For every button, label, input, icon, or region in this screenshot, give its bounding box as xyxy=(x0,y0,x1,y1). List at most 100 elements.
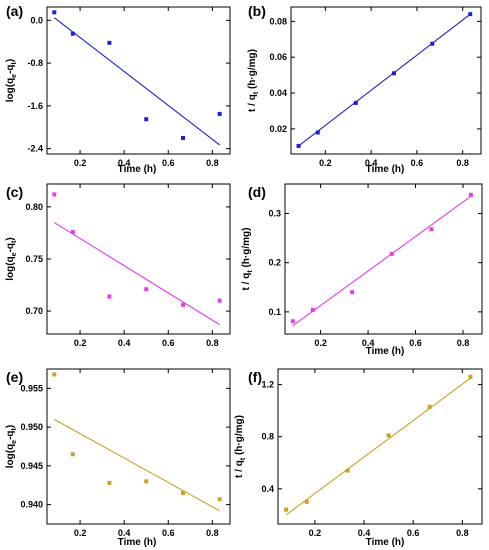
y-axis-label-part: log(q xyxy=(5,444,16,468)
y-tick-label: 0.06 xyxy=(269,52,287,62)
data-point xyxy=(107,40,112,45)
data-point xyxy=(386,433,391,438)
x-tick-label: 0.2 xyxy=(319,158,332,168)
x-axis-label: Time (h) xyxy=(366,346,405,357)
data-point xyxy=(304,499,309,504)
fit-line xyxy=(54,418,220,512)
y-tick-label: 0.950 xyxy=(20,422,43,432)
y-tick-label: 0.80 xyxy=(25,202,43,212)
x-tick-label: 0.4 xyxy=(118,528,131,538)
data-point xyxy=(52,10,57,15)
x-axis-label: Time (h) xyxy=(366,537,405,548)
y-axis-label-part: t / q xyxy=(247,94,258,112)
plot-frame xyxy=(284,183,483,335)
data-point xyxy=(52,372,57,377)
fit-line xyxy=(53,17,220,146)
y-axis-label: t / qt (h·g/mg) xyxy=(247,49,260,112)
x-tick-label: 0.2 xyxy=(314,338,327,348)
y-axis-label-subscript: t xyxy=(11,240,18,243)
data-point xyxy=(181,491,186,495)
data-point xyxy=(468,12,473,17)
x-tick-label: 0.6 xyxy=(407,528,420,538)
y-axis-label-part: t / q xyxy=(241,273,252,291)
y-axis-label-part: log(q xyxy=(5,78,16,102)
x-tick-label: 0.2 xyxy=(74,338,87,348)
y-tick-label: -1.6 xyxy=(27,101,43,111)
data-point xyxy=(181,135,186,140)
data-point xyxy=(296,143,301,148)
x-tick-label: 0.4 xyxy=(118,158,131,168)
data-point xyxy=(70,229,75,234)
y-axis-label-subscript: t xyxy=(253,91,260,94)
data-point xyxy=(284,507,289,512)
y-tick-label: 0.2 xyxy=(268,258,281,268)
x-tick-label: 0.4 xyxy=(118,338,131,348)
y-axis-label-subscript: e xyxy=(11,252,18,256)
data-point xyxy=(217,298,222,303)
x-tick-label: 0.6 xyxy=(162,338,175,348)
data-point xyxy=(315,130,320,135)
y-axis-label-part: (h·g/mg) xyxy=(234,415,245,458)
x-tick-label: 0.8 xyxy=(457,338,470,348)
y-axis-label-part: ) xyxy=(5,59,16,62)
y-axis-label-subscript: t xyxy=(240,457,247,460)
y-axis-label-part: ) xyxy=(5,237,16,240)
panel-label: (e) xyxy=(6,369,23,385)
y-tick-label: 0.04 xyxy=(269,88,287,98)
data-point xyxy=(310,307,315,312)
data-point xyxy=(389,251,394,256)
panel-f: (f) 0.2 0.4 0.6 0.8 0.4 0.8 1.2 Time (h) t / qt (… xyxy=(234,368,483,548)
y-axis-label-subscript: t xyxy=(247,270,254,273)
data-point xyxy=(290,319,295,324)
x-tick-label: 0.8 xyxy=(456,528,469,538)
panel-label: (c) xyxy=(6,184,23,200)
y-axis-label-part: (h·g/mg) xyxy=(241,228,252,271)
y-axis-label-subscript: t xyxy=(11,61,18,64)
data-point xyxy=(350,290,355,295)
y-tick-label: 0.70 xyxy=(25,306,43,316)
y-axis-label: log(qe-qt) xyxy=(5,237,18,280)
y-tick-label: 0.4 xyxy=(261,484,274,494)
x-tick-label: 0.2 xyxy=(74,158,87,168)
data-point xyxy=(353,100,358,105)
x-axis-label: Time (h) xyxy=(118,537,157,548)
data-point xyxy=(427,404,432,409)
plot-frame xyxy=(46,6,231,155)
y-axis-label: log(qe-qt) xyxy=(5,425,18,468)
y-tick-label: 0.08 xyxy=(269,16,287,26)
panel-d: (d) 0.2 0.4 0.6 0.8 0.1 0.2 0.3 Time (h) t / qt (… xyxy=(241,183,483,357)
y-axis-label-part: t / q xyxy=(234,460,245,478)
y-axis-label-part: -q xyxy=(5,243,16,252)
y-axis-label: log(qe-qt) xyxy=(5,59,18,102)
y-axis-label-part: -q xyxy=(5,430,16,439)
data-point xyxy=(70,31,75,36)
y-tick-label: 0.3 xyxy=(268,209,281,219)
data-point xyxy=(429,227,434,232)
y-axis-label-subscript: t xyxy=(11,427,18,430)
fit-line xyxy=(53,222,220,326)
x-tick-label: 0.8 xyxy=(456,158,469,168)
y-axis-label-part: -q xyxy=(5,64,16,73)
data-point xyxy=(107,480,112,485)
plot-frame xyxy=(46,368,231,525)
data-point xyxy=(52,192,57,197)
data-point xyxy=(144,479,149,484)
y-tick-label: 0.0 xyxy=(30,15,43,25)
data-point xyxy=(430,41,435,46)
data-point xyxy=(144,287,149,292)
y-axis-label-part: log(q xyxy=(5,256,16,280)
plot-frame xyxy=(277,368,483,525)
y-tick-label: 0.940 xyxy=(20,500,43,510)
data-point xyxy=(468,374,473,379)
plot-frame xyxy=(290,6,482,155)
y-axis-label: t / qt (h·g/mg) xyxy=(241,228,254,291)
y-tick-label: -0.8 xyxy=(27,58,43,68)
data-point xyxy=(107,294,112,299)
panel-e: (e) 0.2 0.4 0.6 0.8 0.940 0.945 0.950 0.955 Time … xyxy=(5,368,231,548)
x-tick-label: 0.4 xyxy=(362,338,375,348)
y-tick-label: 0.1 xyxy=(268,307,281,317)
x-tick-label: 0.6 xyxy=(409,338,422,348)
y-axis-label-subscript: e xyxy=(11,74,18,78)
data-point xyxy=(392,71,397,76)
